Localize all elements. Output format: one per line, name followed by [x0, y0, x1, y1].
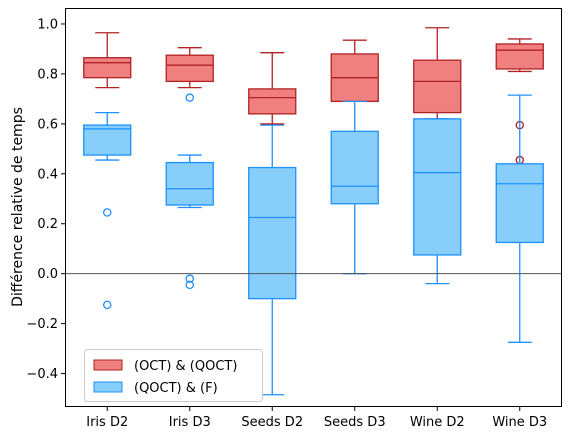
box-body-qoct-f-wine-d3 — [495, 163, 544, 244]
y-tick-label-0: −0.4 — [26, 367, 58, 382]
legend-swatch-qoct-f — [93, 381, 123, 393]
y-tick-label-6: 0.8 — [37, 67, 58, 82]
box-qoct-f-seeds-d2 — [248, 124, 297, 396]
box-body-qoct-f-iris-d3 — [165, 161, 214, 206]
outlier-qoct-f-iris-d3-2 — [185, 280, 194, 290]
box-oct-qoct-seeds-d2 — [248, 52, 297, 125]
y-tick-label-4: 0.4 — [37, 167, 58, 182]
box-qoct-f-iris-d3 — [165, 93, 214, 290]
box-qoct-f-iris-d2 — [83, 111, 132, 310]
x-tick-label-seeds-d2: Seeds D2 — [241, 415, 303, 430]
x-tick-label-wine-d2: Wine D2 — [410, 415, 465, 430]
legend-frame — [84, 349, 263, 402]
plot-layer — [66, 27, 561, 396]
box-body-oct-qoct-wine-d2 — [413, 59, 462, 114]
box-body-oct-qoct-wine-d3 — [495, 43, 544, 70]
x-tick-label-iris-d2: Iris D2 — [86, 415, 128, 430]
x-tick-label-iris-d3: Iris D3 — [169, 415, 211, 430]
y-tick-label-7: 1.0 — [37, 17, 58, 32]
box-qoct-f-seeds-d3 — [330, 100, 379, 275]
x-tick-label-seeds-d3: Seeds D3 — [324, 415, 386, 430]
box-qoct-f-wine-d3 — [495, 94, 544, 343]
outlier-qoct-f-iris-d3-0 — [185, 93, 194, 102]
box-body-oct-qoct-seeds-d2 — [248, 88, 297, 115]
box-body-qoct-f-seeds-d2 — [248, 166, 297, 300]
legend-swatch-oct-qoct — [93, 359, 123, 371]
legend: (OCT) & (QOCT) (QOCT) & (F) — [84, 349, 263, 402]
box-body-qoct-f-wine-d2 — [413, 118, 462, 256]
axis-layer: −0.4 −0.2 0.0 0.2 0.4 0.6 0.8 1.0 Iris D2 Iris D3… — [26, 17, 547, 430]
box-oct-qoct-iris-d3 — [165, 47, 214, 89]
y-axis-label: Différence relative de temps — [10, 107, 26, 307]
legend-label-qoct-f: (QOCT) & (F) — [134, 381, 218, 396]
outlier-qoct-f-iris-d2-1 — [103, 300, 112, 310]
y-tick-label-1: −0.2 — [26, 317, 58, 332]
legend-label-oct-qoct: (OCT) & (QOCT) — [134, 359, 237, 374]
outlier-qoct-f-iris-d2-0 — [103, 208, 112, 217]
box-body-oct-qoct-iris-d2 — [83, 57, 132, 79]
box-oct-qoct-wine-d2 — [413, 27, 462, 120]
outlier-qoct-f-iris-d3-1 — [185, 274, 194, 283]
x-tick-label-wine-d3: Wine D3 — [492, 415, 547, 430]
y-tick-label-3: 0.2 — [37, 217, 58, 232]
box-oct-qoct-seeds-d3 — [330, 39, 379, 103]
box-body-oct-qoct-iris-d3 — [165, 54, 214, 83]
y-tick-label-2: 0.0 — [37, 267, 58, 282]
box-body-qoct-f-iris-d2 — [83, 124, 132, 156]
box-oct-qoct-iris-d2 — [83, 32, 132, 89]
y-tick-label-5: 0.6 — [37, 117, 58, 132]
plot-frame — [65, 8, 562, 407]
box-qoct-f-wine-d2 — [413, 118, 462, 285]
box-body-qoct-f-seeds-d3 — [330, 130, 379, 205]
